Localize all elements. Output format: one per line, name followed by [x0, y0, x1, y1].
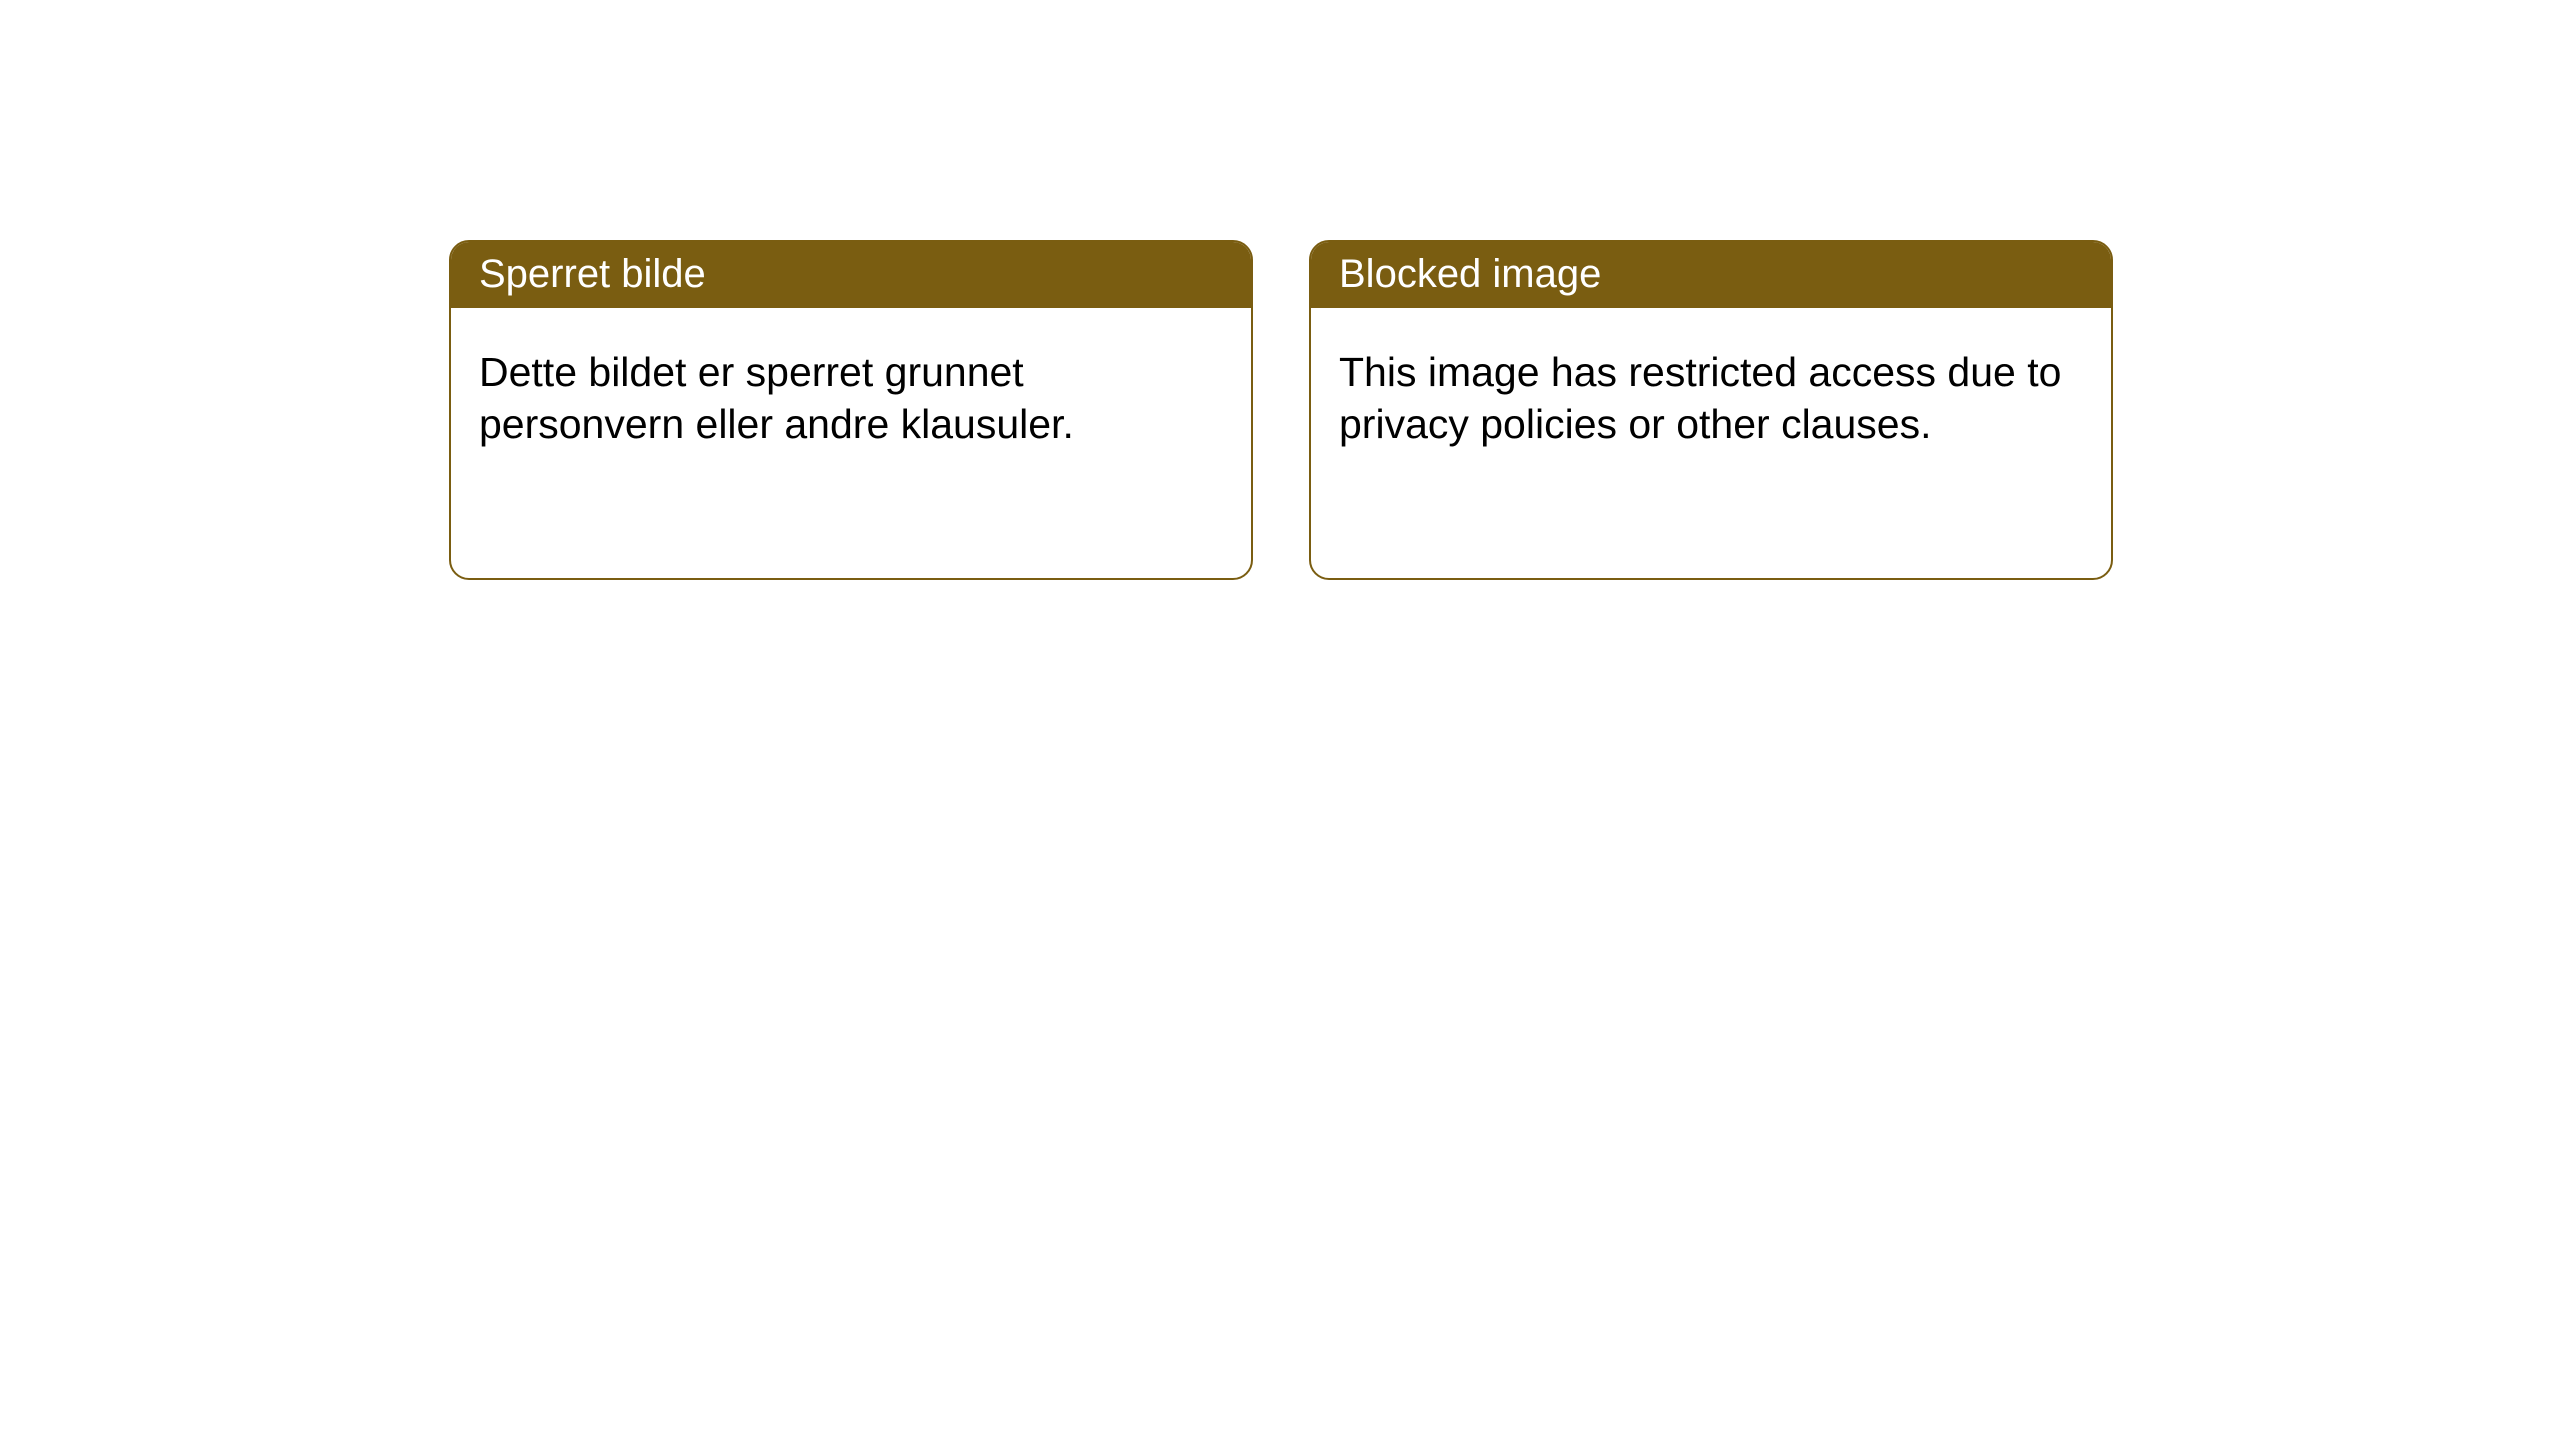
notice-cards-container: Sperret bilde Dette bildet er sperret gr… [0, 0, 2560, 580]
notice-card-title: Sperret bilde [451, 242, 1251, 308]
notice-card-body: Dette bildet er sperret grunnet personve… [451, 308, 1251, 489]
notice-card-title: Blocked image [1311, 242, 2111, 308]
notice-card-body: This image has restricted access due to … [1311, 308, 2111, 489]
notice-card-norwegian: Sperret bilde Dette bildet er sperret gr… [449, 240, 1253, 580]
notice-card-english: Blocked image This image has restricted … [1309, 240, 2113, 580]
